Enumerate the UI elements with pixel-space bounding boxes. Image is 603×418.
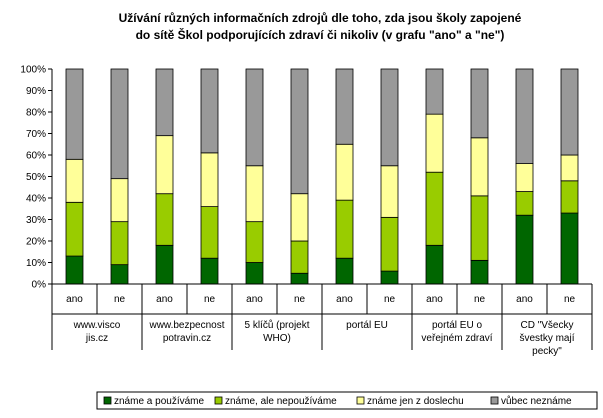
bar-segment: [470, 195, 489, 261]
x-group-label: portál EU: [346, 320, 388, 331]
x-group-label: švestky mají: [519, 333, 574, 344]
bar-segment: [200, 257, 219, 285]
bar-segment: [200, 206, 219, 259]
bar-segment: [335, 199, 354, 259]
y-tick-label: 80%: [26, 108, 46, 119]
bar-segment: [515, 191, 534, 216]
bar-segment: [560, 212, 579, 285]
bar-segment: [200, 152, 219, 208]
bar-segment: [155, 68, 174, 137]
bar-segment: [65, 201, 84, 257]
bar-segment: [335, 68, 354, 145]
bar-segment: [110, 264, 129, 285]
legend-label: známe, ale nepoužíváme: [225, 396, 337, 407]
bar-segment: [245, 221, 264, 263]
bar-segment: [560, 68, 579, 156]
y-tick-label: 100%: [20, 65, 46, 76]
bar-segment: [470, 137, 489, 197]
bar-segment: [110, 178, 129, 223]
bar-segment: [560, 154, 579, 182]
x-category-label: ne: [114, 294, 126, 305]
y-tick-label: 70%: [26, 129, 46, 140]
y-tick-label: 60%: [26, 151, 46, 162]
bar-segment: [380, 68, 399, 167]
bar-segment: [65, 68, 84, 160]
bar-segment: [515, 163, 534, 192]
x-group-label: veřejném zdraví: [421, 333, 492, 344]
legend-label: známe a používáme: [114, 396, 204, 407]
y-tick-label: 30%: [26, 215, 46, 226]
x-group-label: portál EU o: [432, 320, 482, 331]
x-category-label: ano: [336, 294, 353, 305]
chart-title: Užívání různých informačních zdrojů dle …: [40, 10, 600, 44]
bar-segment: [110, 221, 129, 266]
x-category-label: ano: [516, 294, 533, 305]
x-group-label: potravin.cz: [163, 333, 211, 344]
bar-segment: [380, 216, 399, 272]
bar-segment: [470, 68, 489, 139]
x-group-label: WHO): [263, 333, 291, 344]
y-tick-label: 20%: [26, 237, 46, 248]
bar-segment: [515, 68, 534, 164]
x-group-label: www.visco: [73, 320, 121, 331]
y-tick-label: 0%: [32, 280, 47, 291]
bar-segment: [425, 171, 444, 246]
bar-segment: [110, 68, 129, 180]
bar-segment: [335, 257, 354, 285]
x-category-label: ano: [156, 294, 173, 305]
bar-segment: [380, 270, 399, 285]
legend-label: známe jen z doslechu: [367, 396, 464, 407]
bar-segment: [425, 113, 444, 173]
chart-title-line: Užívání různých informačních zdrojů dle …: [118, 11, 522, 25]
bar-segment: [65, 255, 84, 285]
bar-segment: [200, 68, 219, 154]
bar-segment: [155, 193, 174, 246]
x-group-label: jis.cz: [85, 333, 108, 344]
bar-segment: [245, 68, 264, 167]
y-tick-label: 40%: [26, 194, 46, 205]
bar-segment: [155, 244, 174, 285]
chart-title-line: do sítě Škol podporujících zdraví či nik…: [135, 28, 505, 42]
x-category-label: ne: [204, 294, 216, 305]
bar-segment: [470, 259, 489, 285]
legend-swatch: [103, 396, 112, 405]
bar-segment: [155, 135, 174, 195]
bar-segment: [245, 165, 264, 223]
x-group-label: 5 klíčů (projekt: [244, 319, 309, 331]
y-tick-label: 90%: [26, 86, 46, 97]
legend-box: [96, 391, 598, 410]
x-category-label: ne: [564, 294, 576, 305]
bar-segment: [425, 244, 444, 285]
bar-segment: [65, 158, 84, 203]
x-group-label: pecky": [532, 346, 562, 357]
x-category-label: ano: [66, 294, 83, 305]
x-category-label: ano: [246, 294, 263, 305]
x-category-label: ne: [384, 294, 396, 305]
legend-label: vůbec neznáme: [501, 395, 572, 407]
x-category-label: ano: [426, 294, 443, 305]
legend-swatch: [356, 396, 365, 405]
bar-segment: [425, 68, 444, 115]
bar-segment: [290, 272, 309, 285]
bar-segment: [380, 165, 399, 218]
legend-swatch: [214, 396, 223, 405]
bar-segment: [245, 262, 264, 285]
x-category-label: ne: [474, 294, 486, 305]
x-category-label: ne: [294, 294, 306, 305]
bar-segment: [560, 180, 579, 214]
legend-swatch: [490, 396, 499, 405]
bar-segment: [335, 143, 354, 201]
x-group-label: CD "Všecky: [520, 320, 573, 331]
bar-segment: [515, 214, 534, 285]
x-group-label: www.bezpecnost: [148, 320, 224, 331]
y-tick-label: 50%: [26, 172, 46, 183]
bar-segment: [290, 240, 309, 274]
y-tick-label: 10%: [26, 258, 46, 269]
bar-segment: [290, 68, 309, 195]
bar-segment: [290, 193, 309, 242]
